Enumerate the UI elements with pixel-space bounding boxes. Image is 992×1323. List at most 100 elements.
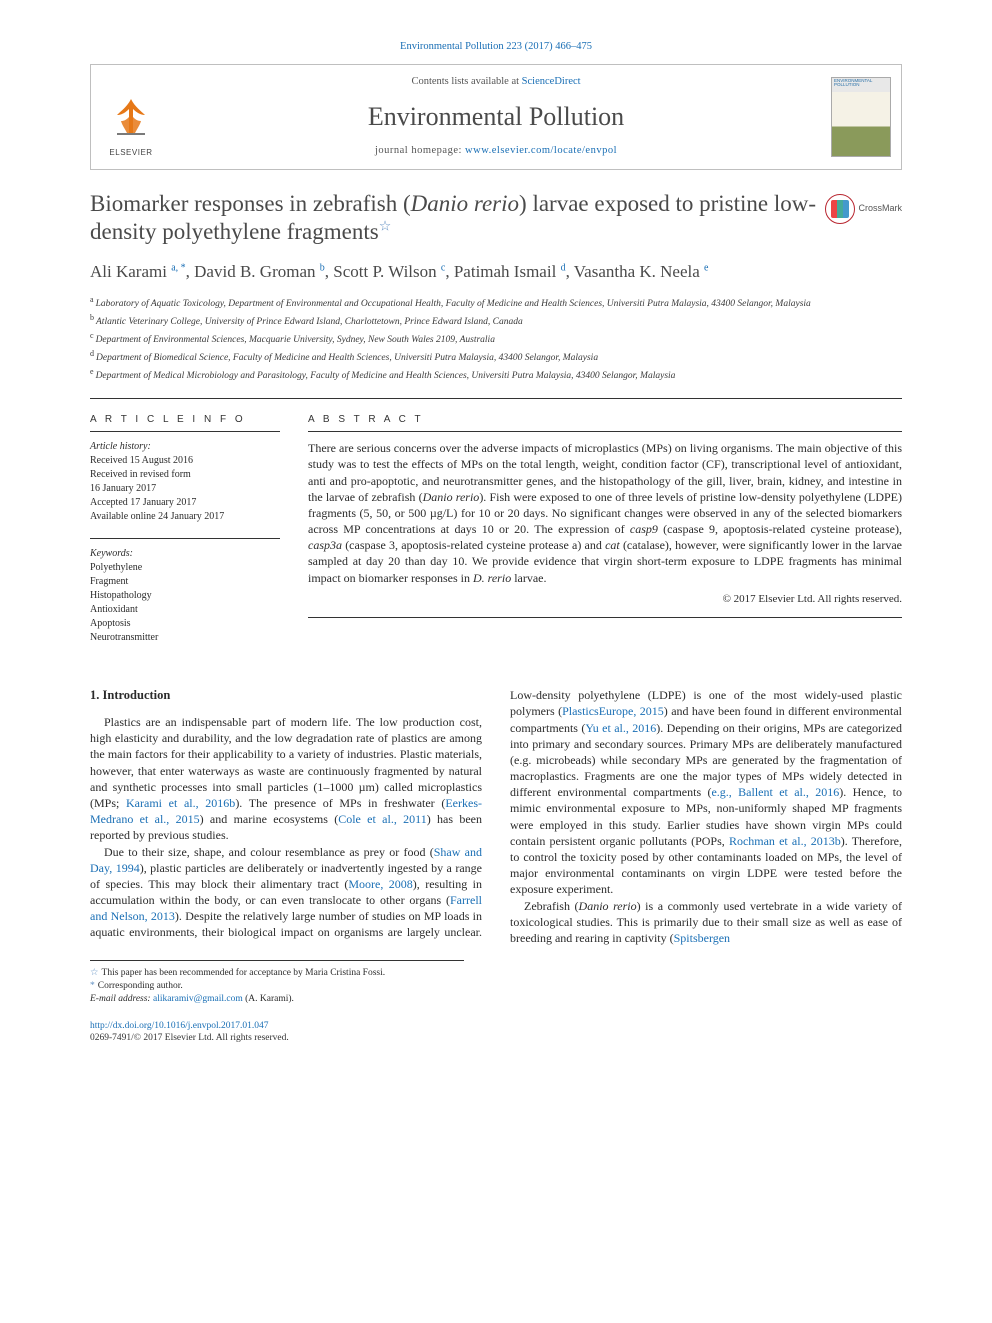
keywords-list: Polyethylene Fragment Histopathology Ant… xyxy=(90,561,280,645)
crossmark-badge[interactable]: CrossMark xyxy=(825,194,902,224)
author-marks: b xyxy=(320,262,325,273)
history-line: Received in revised form xyxy=(90,469,191,480)
article-title: Biomarker responses in zebrafish (Danio … xyxy=(90,190,902,248)
title-italic: Danio rerio xyxy=(411,191,519,216)
keyword: Antioxidant xyxy=(90,603,280,617)
homepage-prefix: journal homepage: xyxy=(375,145,465,156)
homepage-link[interactable]: www.elsevier.com/locate/envpol xyxy=(465,145,617,156)
keyword: Fragment xyxy=(90,575,280,589)
info-divider xyxy=(90,538,280,539)
info-abstract-row: A R T I C L E I N F O Article history: R… xyxy=(90,398,902,660)
aff-mark: c xyxy=(90,331,94,340)
issn-copyright: 0269-7491/© 2017 Elsevier Ltd. All right… xyxy=(90,1033,289,1043)
abstract-copyright: © 2017 Elsevier Ltd. All rights reserved… xyxy=(308,592,902,607)
keywords-label-text: Keywords: xyxy=(90,548,133,559)
sciencedirect-link[interactable]: ScienceDirect xyxy=(522,76,581,87)
citation-link[interactable]: Karami et al., 2016b xyxy=(126,796,235,810)
abs-italic: cat xyxy=(605,538,620,552)
abs-seg: (caspase 9, apoptosis-related cysteine p… xyxy=(658,522,902,536)
keyword: Neurotransmitter xyxy=(90,631,280,645)
bottom-block: http://dx.doi.org/10.1016/j.envpol.2017.… xyxy=(90,1020,902,1046)
keywords-label: Keywords: xyxy=(90,547,280,561)
article-info-heading: A R T I C L E I N F O xyxy=(90,413,280,433)
history-line: Accepted 17 January 2017 xyxy=(90,497,196,508)
citation-link[interactable]: Moore, 2008 xyxy=(348,877,412,891)
author-name: Scott P. Wilson xyxy=(333,262,436,281)
affiliation-a: aLaboratory of Aquatic Toxicology, Depar… xyxy=(90,294,902,312)
body-seg: Due to their size, shape, and colour res… xyxy=(104,845,434,859)
author-marks: a, * xyxy=(171,262,185,273)
abs-seg: larvae. xyxy=(511,571,546,585)
journal-header: ELSEVIER Contents lists available at Sci… xyxy=(90,64,902,169)
citation-link[interactable]: PlasticsEurope, 2015 xyxy=(562,704,664,718)
author-marks: e xyxy=(704,262,708,273)
body-seg: ) and marine ecosystems ( xyxy=(200,812,339,826)
aff-text: Department of Medical Microbiology and P… xyxy=(96,371,676,381)
aff-mark: a xyxy=(90,295,94,304)
crossmark-label: CrossMark xyxy=(858,203,902,214)
abs-italic: casp3a xyxy=(308,538,342,552)
email-tail: (A. Karami). xyxy=(245,994,294,1004)
publisher-name: ELSEVIER xyxy=(107,148,155,159)
author-2: David B. Groman b xyxy=(194,262,325,281)
email-label: E-mail address: xyxy=(90,994,151,1004)
crossmark-icon xyxy=(825,194,855,224)
article-history: Article history: Received 15 August 2016… xyxy=(90,440,280,524)
history-label: Article history: xyxy=(90,441,151,452)
author-name: Vasantha K. Neela xyxy=(574,262,700,281)
affiliation-c: cDepartment of Environmental Sciences, M… xyxy=(90,330,902,348)
footnote-text: Corresponding author. xyxy=(98,981,183,991)
author-marks: d xyxy=(561,262,566,273)
publisher-logo-cell: ELSEVIER xyxy=(91,65,171,168)
aff-mark: b xyxy=(90,313,94,322)
aff-text: Department of Environmental Sciences, Ma… xyxy=(96,335,495,345)
footnote-text: This paper has been recommended for acce… xyxy=(102,968,386,978)
author-name: Patimah Ismail xyxy=(454,262,556,281)
citation-link[interactable]: Spitsbergen xyxy=(674,931,730,945)
keyword: Histopathology xyxy=(90,589,280,603)
footnote-rule xyxy=(90,960,464,961)
citation-link[interactable]: Cole et al., 2011 xyxy=(338,812,427,826)
citation-link[interactable]: Rochman et al., 2013b xyxy=(729,834,841,848)
body-columns: 1. Introduction Plastics are an indispen… xyxy=(90,687,902,946)
citation-link[interactable]: Yu et al., 2016 xyxy=(585,721,656,735)
abstract-heading: A B S T R A C T xyxy=(308,413,902,433)
author-1: Ali Karami a, * xyxy=(90,262,186,281)
affiliation-e: eDepartment of Medical Microbiology and … xyxy=(90,366,902,384)
abs-italic: D. rerio xyxy=(473,571,511,585)
journal-name: Environmental Pollution xyxy=(179,99,813,134)
aff-text: Department of Biomedical Science, Facult… xyxy=(96,353,598,363)
star-icon: ☆ xyxy=(90,968,99,978)
cover-cell: ENVIRONMENTAL POLLUTION xyxy=(821,65,901,168)
section-1-heading: 1. Introduction xyxy=(90,687,482,704)
contents-prefix: Contents lists available at xyxy=(411,76,521,87)
email-link[interactable]: alikaramiv@gmail.com xyxy=(153,994,243,1004)
aff-text: Atlantic Veterinary College, University … xyxy=(96,317,523,327)
abs-italic: Danio rerio xyxy=(423,490,480,504)
citation-link[interactable]: Nelson, 2013 xyxy=(111,909,175,923)
body-para-1: Plastics are an indispensable part of mo… xyxy=(90,714,482,844)
asterisk-icon: * xyxy=(90,981,95,991)
abstract-rule xyxy=(308,617,902,618)
body-para-3: Zebrafish (Danio rerio) is a commonly us… xyxy=(510,898,902,947)
history-line: Received 15 August 2016 xyxy=(90,455,193,466)
contents-line: Contents lists available at ScienceDirec… xyxy=(179,75,813,89)
author-5: Vasantha K. Neela e xyxy=(574,262,709,281)
author-marks: c xyxy=(441,262,445,273)
keyword: Apoptosis xyxy=(90,617,280,631)
title-part-1: Biomarker responses in zebrafish ( xyxy=(90,191,411,216)
elsevier-logo: ELSEVIER xyxy=(107,93,155,158)
footnote-email: E-mail address: alikaramiv@gmail.com (A.… xyxy=(90,993,464,1006)
affiliations: aLaboratory of Aquatic Toxicology, Depar… xyxy=(90,294,902,384)
authors-line: Ali Karami a, *, David B. Groman b, Scot… xyxy=(90,261,902,284)
top-reference: Environmental Pollution 223 (2017) 466–4… xyxy=(90,40,902,54)
aff-text: Laboratory of Aquatic Toxicology, Depart… xyxy=(96,299,811,309)
doi-link[interactable]: http://dx.doi.org/10.1016/j.envpol.2017.… xyxy=(90,1021,268,1031)
abstract-text: There are serious concerns over the adve… xyxy=(308,440,902,586)
footnote-star: ☆This paper has been recommended for acc… xyxy=(90,967,464,980)
citation-link[interactable]: e.g., Ballent et al., 2016 xyxy=(711,785,839,799)
body-italic: Danio rerio xyxy=(579,899,637,913)
abstract-column: A B S T R A C T There are serious concer… xyxy=(308,413,902,660)
author-4: Patimah Ismail d xyxy=(454,262,566,281)
keywords-block: Keywords: Polyethylene Fragment Histopat… xyxy=(90,547,280,645)
